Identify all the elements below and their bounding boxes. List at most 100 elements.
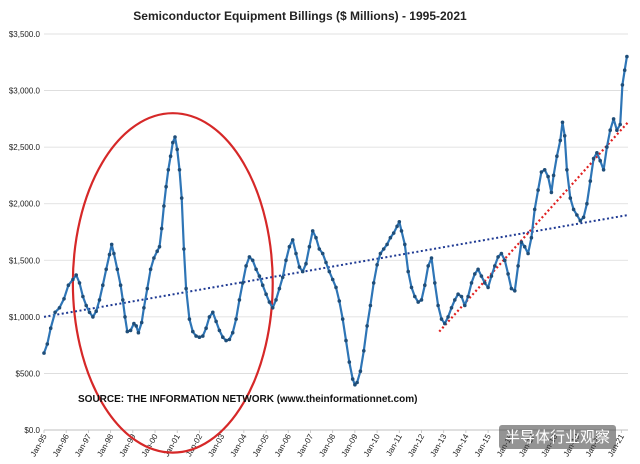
data-point <box>123 315 127 319</box>
data-point <box>598 158 602 163</box>
data-point <box>585 201 589 206</box>
data-point <box>166 168 171 172</box>
data-point <box>142 306 146 310</box>
y-axis-ticks: $0.0 $500.0 $1,000.0 $1,500.0 $2,000.0 $2,500… <box>9 30 41 435</box>
data-point <box>565 168 569 172</box>
data-point <box>224 338 228 343</box>
data-point <box>125 329 130 334</box>
data-point <box>234 317 238 321</box>
data-point <box>237 298 242 302</box>
data-point <box>423 283 427 288</box>
data-point <box>453 298 457 302</box>
data-point <box>197 335 202 340</box>
data-point <box>558 138 563 143</box>
data-point <box>45 342 50 346</box>
data-point <box>493 264 497 268</box>
data-point <box>257 274 262 278</box>
data-point <box>290 238 295 242</box>
data-point <box>551 173 556 178</box>
data-point <box>378 251 383 256</box>
x-tick-label: Jan-01 <box>162 432 182 458</box>
data-point <box>555 154 559 158</box>
data-point <box>121 298 125 302</box>
data-point <box>115 267 120 272</box>
data-point <box>201 334 205 338</box>
y-tick-label: $2,500.0 <box>9 143 41 152</box>
data-point <box>194 334 198 338</box>
data-point <box>157 244 162 249</box>
data-point <box>426 264 431 268</box>
data-point <box>340 317 345 321</box>
data-point <box>466 294 470 299</box>
data-point <box>625 54 629 59</box>
data-point <box>622 68 627 72</box>
watermark: 半导体行业观察 <box>505 428 610 446</box>
data-point <box>48 326 53 331</box>
data-point <box>355 380 359 385</box>
data-point <box>310 229 315 233</box>
data-point <box>446 315 450 319</box>
data-point <box>148 267 153 272</box>
data-point <box>136 330 141 335</box>
data-point <box>173 135 177 139</box>
x-tick-label: Jan-97 <box>73 432 93 458</box>
y-tick-label: $3,500.0 <box>9 30 41 39</box>
data-point <box>362 349 366 353</box>
data-point <box>294 251 298 256</box>
data-point <box>204 326 208 331</box>
data-point <box>388 235 393 240</box>
x-tick-label: Jan-09 <box>340 432 360 458</box>
data-point <box>207 315 212 319</box>
data-point <box>162 204 166 208</box>
data-point <box>522 244 527 249</box>
data-point <box>270 306 275 310</box>
data-point <box>214 319 218 324</box>
data-point <box>221 335 225 340</box>
data-point <box>254 267 258 272</box>
data-point <box>107 252 112 257</box>
data-point <box>179 196 184 200</box>
data-point <box>503 258 507 263</box>
data-point <box>171 140 175 145</box>
data-point <box>42 351 46 355</box>
data-point <box>615 128 619 132</box>
data-point <box>568 196 573 200</box>
data-point <box>618 122 622 127</box>
data-point <box>509 286 514 291</box>
data-point <box>71 277 75 282</box>
data-point <box>337 299 342 303</box>
data-point <box>436 303 440 308</box>
data-point <box>546 174 550 179</box>
data-series <box>42 54 629 387</box>
data-point <box>506 272 510 276</box>
data-point <box>439 317 444 321</box>
data-point <box>542 168 547 172</box>
data-point <box>53 310 57 315</box>
data-point <box>381 247 386 251</box>
data-point <box>184 286 188 291</box>
data-point <box>347 360 352 364</box>
data-point <box>406 269 411 274</box>
x-tick-label: Jan-13 <box>428 432 448 458</box>
x-tick-label: Jan-14 <box>451 432 471 458</box>
data-point <box>211 310 215 315</box>
x-tick-label: Jan-12 <box>406 432 426 458</box>
watermark-backdrop <box>499 425 617 449</box>
data-point <box>549 190 554 195</box>
trend-lines <box>43 121 629 333</box>
data-point <box>368 303 373 308</box>
data-point <box>330 277 335 282</box>
y-tick-label: $500.0 <box>16 369 41 378</box>
data-point <box>353 382 357 387</box>
data-point <box>274 298 278 302</box>
data-point <box>479 274 484 278</box>
data-point <box>227 337 232 342</box>
data-point <box>391 231 396 235</box>
data-point <box>578 218 583 223</box>
trend-line-overall <box>43 214 629 318</box>
data-point <box>571 207 576 212</box>
data-point <box>469 281 474 285</box>
data-point <box>513 289 517 293</box>
data-point <box>168 154 173 158</box>
